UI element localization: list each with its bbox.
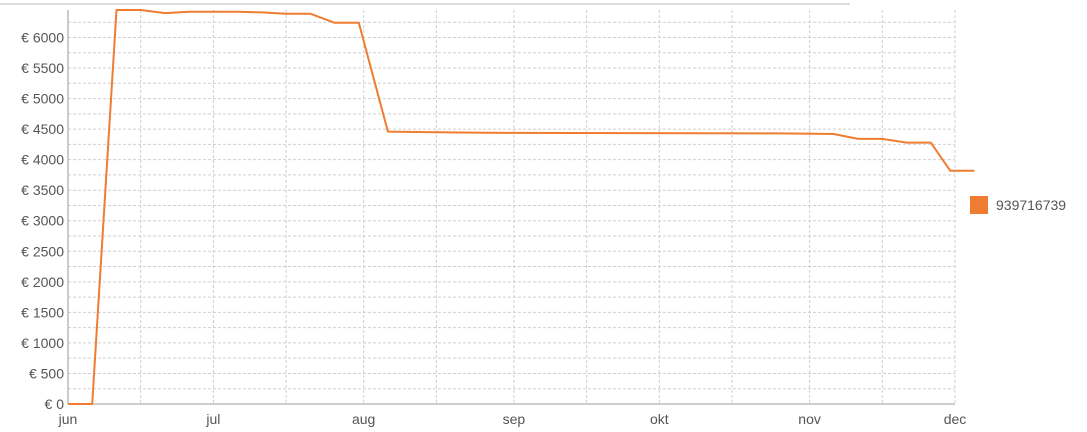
x-tick-label: aug [352,411,375,427]
x-tick-label: sep [503,411,526,427]
y-tick-label: € 2500 [21,243,64,259]
x-tick-label: nov [798,411,821,427]
series-layer [68,9,975,405]
x-tick-label: jul [205,411,220,427]
y-tick-label: € 6000 [21,29,64,45]
y-tick-label: € 5500 [21,60,64,76]
y-tick-label: € 4500 [21,121,64,137]
y-tick-label: € 1500 [21,304,64,320]
y-tick-label: € 3500 [21,182,64,198]
y-tick-label: € 4000 [21,152,64,168]
x-tick-label: dec [944,411,967,427]
y-tick-label: € 0 [45,396,65,412]
y-tick-label: € 2000 [21,274,64,290]
y-axis-ticks: € 0 € 500 € 1000 € 1500 € 2000 € 2500 € 3000 € … [21,29,64,412]
y-tick-label: € 1000 [21,335,64,351]
x-axis-ticks: jun jul aug sep okt nov dec [58,411,967,427]
legend: 939716739 [970,196,1066,214]
grid [0,3,956,405]
series-line [68,9,975,405]
legend-swatch [970,196,988,214]
legend-label: 939716739 [996,197,1066,213]
x-tick-label: jun [58,411,78,427]
y-tick-label: € 500 [29,365,64,381]
y-tick-label: € 3000 [21,213,64,229]
y-tick-label: € 5000 [21,91,64,107]
x-tick-label: okt [650,411,669,427]
